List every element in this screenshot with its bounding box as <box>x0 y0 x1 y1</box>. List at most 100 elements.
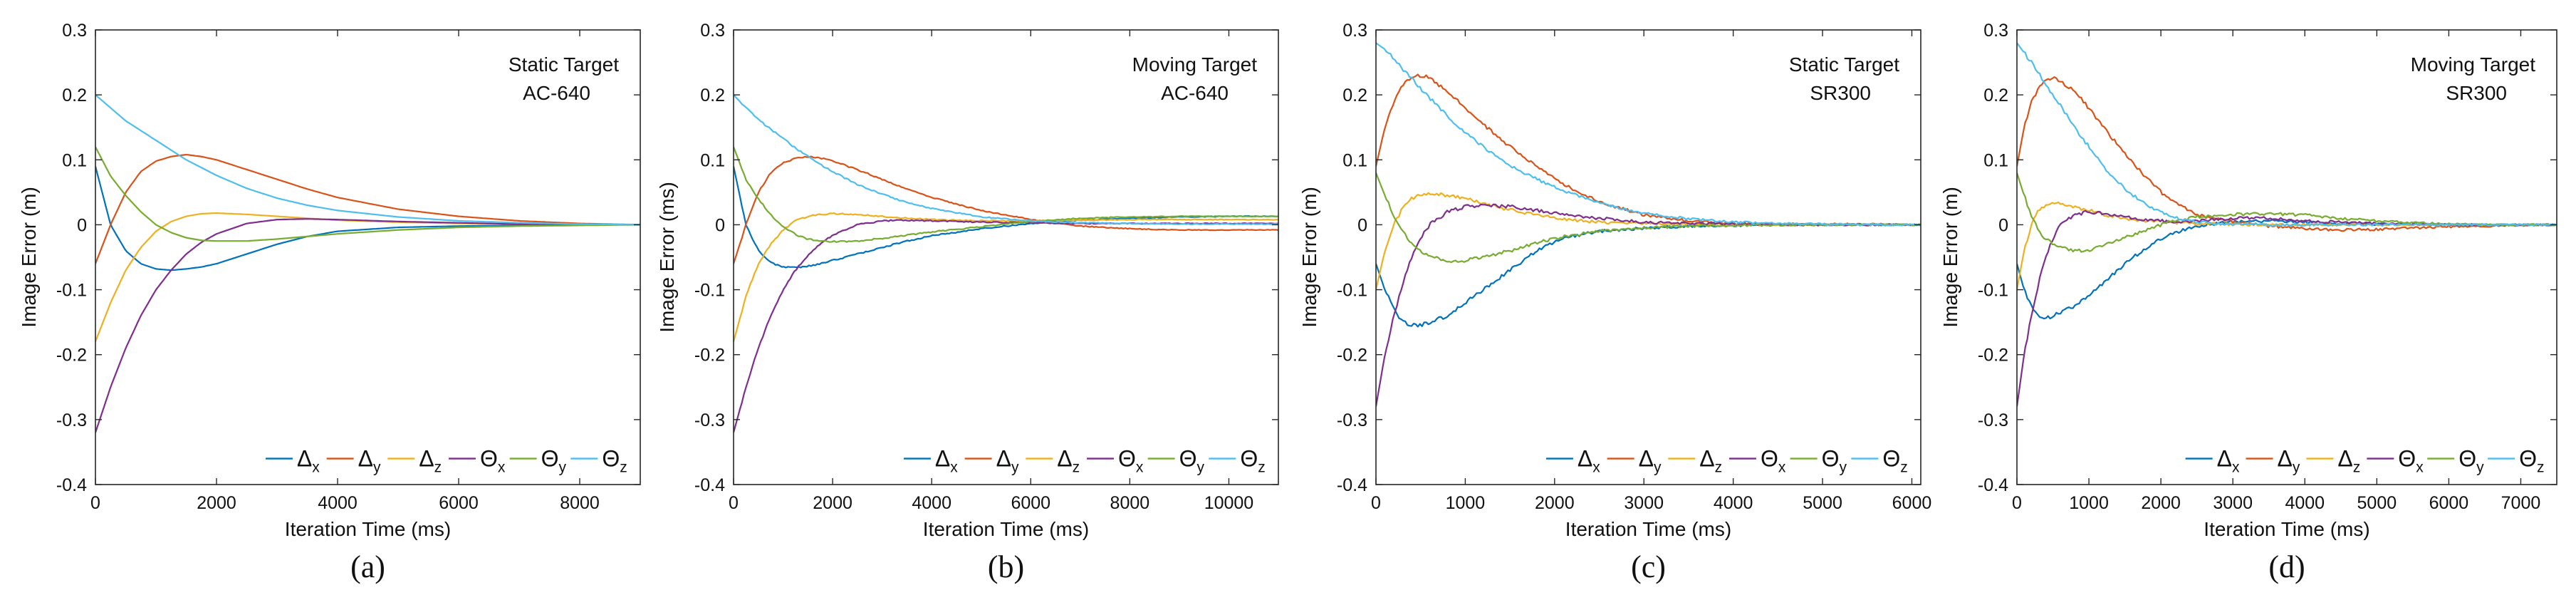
series-group <box>1376 42 1921 407</box>
y-tick-label: 0.2 <box>62 86 87 105</box>
series-line-dz <box>1376 192 1921 290</box>
y-axis-title: Image Error (m) <box>1939 187 1961 328</box>
y-tick-label: 0 <box>1357 215 1367 235</box>
y-tick-label: -0.4 <box>1337 475 1367 495</box>
x-tick-label: 2000 <box>2141 493 2181 513</box>
y-tick-label: -0.1 <box>1978 281 2008 301</box>
y-tick-label: 0.3 <box>1983 21 2008 41</box>
series-line-ty <box>1376 172 1921 264</box>
x-tick-label: 8000 <box>1110 493 1150 513</box>
x-tick-label: 0 <box>729 493 739 513</box>
x-axis-title: Iteration Time (ms) <box>2204 518 2369 540</box>
panel-caption: (c) <box>1631 549 1666 584</box>
y-axis-title: Image Error (ms) <box>656 182 678 333</box>
y-axis-title: Image Error (m) <box>1298 187 1320 328</box>
plot-frame <box>2016 29 2557 485</box>
y-tick-label: -0.4 <box>1978 475 2008 495</box>
series-group <box>95 94 640 433</box>
y-tick-label: 0.2 <box>1983 86 2008 105</box>
x-tick-label: 2000 <box>813 493 852 513</box>
legend-subscript: y <box>1011 460 1019 476</box>
series-line-ty <box>95 146 640 242</box>
y-tick-label: -0.2 <box>1337 346 1367 366</box>
series-line-dy <box>2017 76 2557 232</box>
legend-subscript: x <box>312 460 320 476</box>
plot-frame <box>1375 29 1921 485</box>
y-tick-label: 0 <box>77 215 87 235</box>
x-tick-label: 6000 <box>1892 493 1932 513</box>
legend-label-dz: Δz <box>2337 446 2360 476</box>
x-tick-label: 8000 <box>560 493 600 513</box>
x-tick-label: 1000 <box>1446 493 1486 513</box>
legend-label-dz: Δz <box>1699 446 1722 476</box>
series-line-tz <box>734 94 1278 226</box>
x-tick-label: 4000 <box>1714 493 1753 513</box>
legend-subscript: y <box>1840 460 1847 476</box>
legend-subscript: z <box>620 460 627 476</box>
legend-label-ty: Θy <box>2458 446 2484 476</box>
legend-label-tz: Θz <box>1240 446 1265 476</box>
x-tick-label: 0 <box>90 493 100 513</box>
legend-subscript: z <box>434 460 442 476</box>
legend-subscript: y <box>373 460 381 476</box>
legend-label-tz: Θz <box>602 446 627 476</box>
series-group <box>2017 42 2557 407</box>
y-tick-label: -0.4 <box>56 475 87 495</box>
x-tick-label: 5000 <box>1803 493 1842 513</box>
y-tick-label: -0.3 <box>1978 410 2008 430</box>
x-tick-label: 0 <box>1371 493 1381 513</box>
y-tick-label: 0.1 <box>700 150 725 170</box>
y-tick-label: -0.1 <box>1337 281 1367 301</box>
y-tick-label: 0.3 <box>1342 21 1367 41</box>
annotation-target-type: Static Target <box>1789 53 1899 76</box>
panel-caption: (b) <box>988 549 1024 584</box>
x-tick-label: 4000 <box>318 493 358 513</box>
legend-subscript: y <box>2476 460 2484 476</box>
legend-subscript: z <box>1715 460 1723 476</box>
series-line-tz <box>1376 42 1921 227</box>
x-tick-label: 6000 <box>1011 493 1050 513</box>
x-tick-label: 3000 <box>2213 493 2253 513</box>
x-tick-label: 6000 <box>2429 493 2469 513</box>
legend-label-dy: Δy <box>358 446 381 476</box>
y-tick-label: 0.3 <box>700 21 725 41</box>
legend-subscript: x <box>2232 460 2240 476</box>
series-line-dx <box>734 166 1278 269</box>
legend-label-tx: Θx <box>480 446 506 476</box>
legend-label-dx: Δx <box>935 446 958 476</box>
legend-subscript: x <box>1136 460 1144 476</box>
legend-subscript: x <box>2416 460 2424 476</box>
series-group <box>734 94 1278 433</box>
legend-subscript: x <box>1592 460 1600 476</box>
y-tick-label: -0.4 <box>694 475 725 495</box>
legend-label-tx: Θx <box>1761 446 1786 476</box>
y-tick-label: -0.3 <box>694 410 725 430</box>
legend-label-dx: Δx <box>1578 446 1600 476</box>
annotation-camera: SR300 <box>2446 82 2507 104</box>
legend-label-dy: Δy <box>996 446 1019 476</box>
series-line-tz <box>2017 42 2557 227</box>
legend-subscript: z <box>1073 460 1080 476</box>
legend-label-ty: Θy <box>541 446 567 476</box>
y-tick-label: -0.1 <box>56 281 87 301</box>
series-line-tx <box>1376 203 1921 407</box>
y-tick-label: -0.3 <box>56 410 87 430</box>
x-tick-label: 4000 <box>2285 493 2325 513</box>
series-line-dz <box>734 212 1278 342</box>
panel-b: -0.4 -0.3 -0.2 -0.1 0 0.1 0.2 0.3 0 2000 4000 6000 8… <box>656 21 1279 584</box>
legend-subscript: x <box>498 460 506 476</box>
panel-caption: (d) <box>2268 549 2305 584</box>
series-line-dx <box>2017 219 2557 320</box>
legend-subscript: y <box>1654 460 1662 476</box>
y-axis-title: Image Error (m) <box>18 187 40 328</box>
y-tick-label: -0.2 <box>1978 346 2008 366</box>
annotation-target-type: Moving Target <box>1132 53 1258 76</box>
series-line-dy <box>95 154 640 264</box>
x-tick-label: 3000 <box>1624 493 1664 513</box>
annotation-target-type: Static Target <box>509 53 619 76</box>
legend-label-tz: Θz <box>1882 446 1907 476</box>
y-tick-label: 0.1 <box>62 150 87 170</box>
legend-label-dx: Δx <box>297 446 320 476</box>
x-tick-label: 1000 <box>2069 493 2109 513</box>
series-line-ty <box>734 146 1278 243</box>
